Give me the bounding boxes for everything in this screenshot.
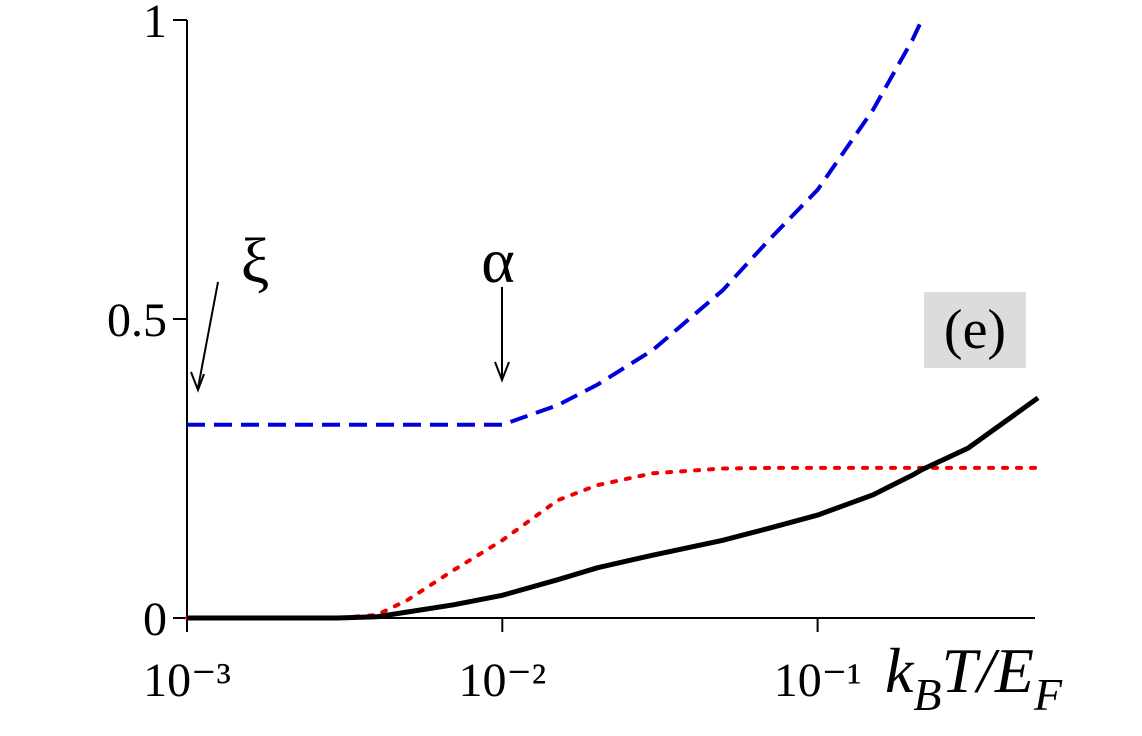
x-tick-label: 10⁻² xyxy=(458,654,546,707)
arrow xyxy=(197,281,219,389)
panel-label: (e) xyxy=(944,299,1006,361)
data-line xyxy=(187,19,924,427)
x-axis-label-part: B xyxy=(913,669,941,720)
y-tick-label: 1 xyxy=(143,0,167,48)
data-line xyxy=(185,465,1040,620)
x-axis-label-part: T/E xyxy=(942,635,1034,706)
label-box xyxy=(924,292,1026,368)
x-axis-label-part: F xyxy=(1033,669,1063,720)
x-tick-label: 10⁻³ xyxy=(143,654,231,707)
x-axis-label-part: k xyxy=(885,635,915,706)
x-axis-label: kBT/EF xyxy=(885,635,1063,720)
x-tick-label: 10⁻¹ xyxy=(774,654,862,707)
arrow-head xyxy=(494,361,510,383)
y-tick-label: 0 xyxy=(143,593,167,646)
annotation: α xyxy=(481,225,515,296)
y-tick-label: 0.5 xyxy=(107,294,167,347)
data-line xyxy=(187,395,1040,621)
arrow-head xyxy=(190,371,205,393)
annotation: ξ xyxy=(241,225,270,296)
